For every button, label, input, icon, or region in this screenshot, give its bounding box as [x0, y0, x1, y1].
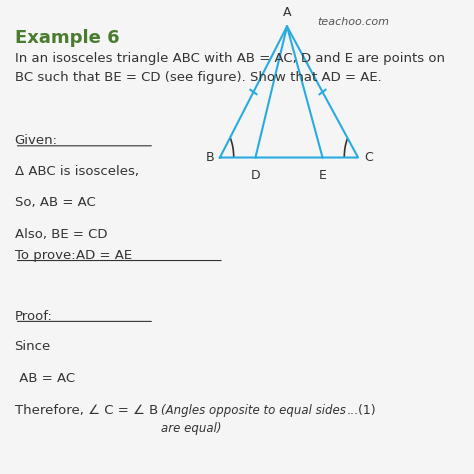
Text: D: D — [251, 169, 260, 182]
Text: To prove:: To prove: — [15, 249, 75, 262]
Text: A: A — [283, 6, 291, 19]
Text: B: B — [205, 151, 214, 164]
Text: E: E — [319, 169, 327, 182]
Text: Also, BE = CD: Also, BE = CD — [15, 228, 107, 241]
Text: In an isosceles triangle ABC with AB = AC, D and E are points on
BC such that BE: In an isosceles triangle ABC with AB = A… — [15, 52, 445, 84]
Text: Example 6: Example 6 — [15, 29, 119, 47]
Text: (Angles opposite to equal sides
are equal): (Angles opposite to equal sides are equa… — [161, 404, 346, 435]
Text: ...(1): ...(1) — [346, 404, 376, 417]
Text: Δ ABC is isosceles,: Δ ABC is isosceles, — [15, 164, 138, 178]
Text: So, AB = AC: So, AB = AC — [15, 196, 95, 210]
Text: AD = AE: AD = AE — [76, 249, 132, 262]
Text: teachoo.com: teachoo.com — [318, 17, 390, 27]
Text: Given:: Given: — [15, 134, 58, 147]
Text: Since: Since — [15, 340, 51, 353]
Text: Therefore, ∠ C = ∠ B: Therefore, ∠ C = ∠ B — [15, 404, 158, 417]
Text: C: C — [364, 151, 373, 164]
Text: AB = AC: AB = AC — [15, 372, 75, 385]
Text: Proof:: Proof: — [15, 310, 53, 323]
